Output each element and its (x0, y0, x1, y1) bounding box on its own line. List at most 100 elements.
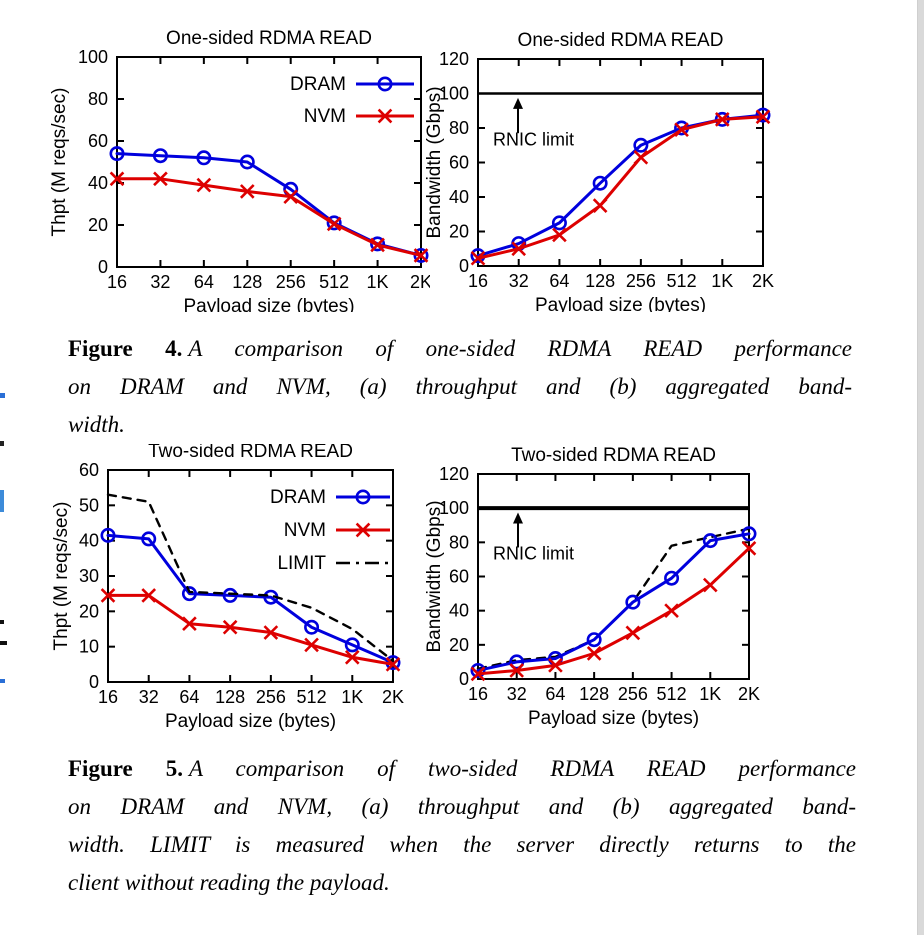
y-tick-label: 120 (439, 464, 469, 484)
x-tick-label: 64 (545, 684, 565, 704)
chart-onesided-bandwidth: One-sided RDMA READ 16 32 64 128 256 512 1K 2K 0 2… (425, 24, 780, 312)
x-marker (509, 663, 525, 678)
x-tick-label: 512 (657, 684, 687, 704)
page-edge-artifact (0, 441, 4, 446)
x-tick-label: 2K (738, 684, 760, 704)
x-marker (153, 171, 168, 187)
y-tick-label: 40 (449, 601, 469, 621)
x-tick-label: 256 (256, 687, 286, 707)
x-tick-label: 256 (626, 271, 656, 291)
legend-label-dram: DRAM (270, 487, 326, 508)
circle-marker (377, 76, 393, 92)
figure4-caption: Figure 4. A comparison of one-sided RDMA … (68, 330, 852, 444)
circle-marker (592, 175, 608, 191)
circle-marker (326, 215, 342, 231)
circle-marker (702, 533, 718, 549)
rnic-limit-label: RNIC limit (493, 129, 574, 149)
x-marker (633, 150, 649, 165)
caption-text: client without reading the payload. (68, 870, 390, 895)
caption-text: on DRAM and NVM, (a) throughput and (b) … (68, 374, 852, 399)
x-marker (592, 198, 608, 213)
y-axis-label: Thpt (M reqs/sec) (51, 502, 72, 651)
y-tick-label: 80 (449, 118, 469, 138)
x-tick-label: 512 (319, 272, 349, 292)
y-tick-label: 0 (89, 672, 99, 692)
circle-marker (755, 107, 771, 123)
x-marker (355, 522, 371, 538)
x-tick-label: 256 (618, 684, 648, 704)
circle-marker (100, 527, 116, 543)
circle-marker (741, 526, 757, 542)
y-tick-label: 40 (449, 187, 469, 207)
page-edge-artifact (0, 641, 7, 645)
circle-marker (664, 570, 680, 586)
caption-line: width. LIMIT is measured when the server… (68, 826, 856, 864)
circle-marker (109, 146, 125, 162)
figure-label: Figure 5. (68, 756, 183, 781)
circle-marker (551, 215, 567, 231)
y-tick-label: 0 (459, 669, 469, 689)
page-edge-artifact (0, 393, 5, 398)
caption-text: on DRAM and NVM, (a) throughput and (b) … (68, 794, 856, 819)
x-marker (755, 109, 771, 125)
y-tick-label: 40 (88, 173, 108, 193)
x-marker (674, 122, 689, 138)
x-marker (413, 248, 429, 263)
y-tick-label: 100 (439, 84, 469, 104)
x-marker (304, 637, 319, 653)
x-marker (263, 625, 279, 640)
chart-title: Two-sided RDMA READ (511, 445, 716, 466)
x-tick-label: 32 (139, 687, 159, 707)
y-axis-label: Bandwidth (Gbps) (425, 500, 445, 652)
x-marker (141, 588, 157, 603)
x-marker (283, 189, 299, 204)
x-marker (714, 112, 730, 127)
page-edge-artifact (0, 679, 5, 683)
x-marker (370, 237, 385, 253)
x-tick-label: 64 (179, 687, 199, 707)
x-axis-label: Payload size (bytes) (535, 295, 706, 312)
rnic-limit-label: RNIC limit (493, 543, 574, 563)
plot-border (116, 56, 422, 268)
x-tick-label: 512 (297, 687, 327, 707)
circle-marker (586, 632, 602, 648)
x-marker (109, 171, 125, 187)
circle-marker (304, 619, 320, 635)
x-marker (326, 216, 342, 232)
chart-svg: One-sided RDMA READ 16 32 64 128 256 512 1K 2K 0 2… (50, 28, 430, 312)
y-tick-label: 100 (439, 498, 469, 518)
x-tick-label: 16 (98, 687, 118, 707)
caption-line: Figure 5. A comparison of two-sided RDMA … (68, 750, 856, 788)
x-tick-label: 128 (232, 272, 262, 292)
chart-onesided-throughput: One-sided RDMA READ 16 32 64 128 256 512 1K 2K 0 2… (50, 24, 430, 312)
legend-label-dram: DRAM (290, 74, 346, 95)
x-marker (196, 177, 212, 193)
series-line-dram (115, 152, 423, 257)
y-tick-label: 10 (79, 637, 99, 657)
x-marker (239, 184, 255, 199)
y-tick-label: 30 (79, 566, 99, 586)
chart-title: Two-sided RDMA READ (148, 444, 353, 462)
x-marker (470, 250, 486, 266)
x-marker (470, 666, 486, 682)
chart-svg: Two-sided RDMA READ 16 32 64 128 256 512 1K 2K 0 1… (51, 444, 404, 732)
page-edge-artifact (0, 620, 4, 624)
y-tick-label: 80 (449, 532, 469, 552)
x-tick-label: 128 (585, 271, 615, 291)
caption-text: A comparison of two-sided RDMA READ perf… (188, 756, 857, 781)
page-right-edge (917, 0, 924, 935)
y-tick-label: 40 (79, 531, 99, 551)
y-tick-label: 60 (449, 153, 469, 173)
caption-line: client without reading the payload. (68, 864, 856, 902)
chart-svg: One-sided RDMA READ 16 32 64 128 256 512 1K 2K 0 2… (425, 30, 774, 312)
y-tick-label: 60 (79, 460, 99, 480)
circle-marker (370, 236, 386, 252)
y-axis-label: Bandwidth (Gbps) (425, 86, 445, 238)
x-tick-label: 64 (549, 271, 569, 291)
caption-line: on DRAM and NVM, (a) throughput and (b) … (68, 788, 856, 826)
caption-text: width. LIMIT is measured when the server… (68, 832, 856, 857)
y-tick-label: 0 (459, 256, 469, 276)
series-line-limit (106, 493, 395, 663)
x-marker (377, 108, 393, 124)
x-tick-label: 2K (752, 271, 774, 291)
